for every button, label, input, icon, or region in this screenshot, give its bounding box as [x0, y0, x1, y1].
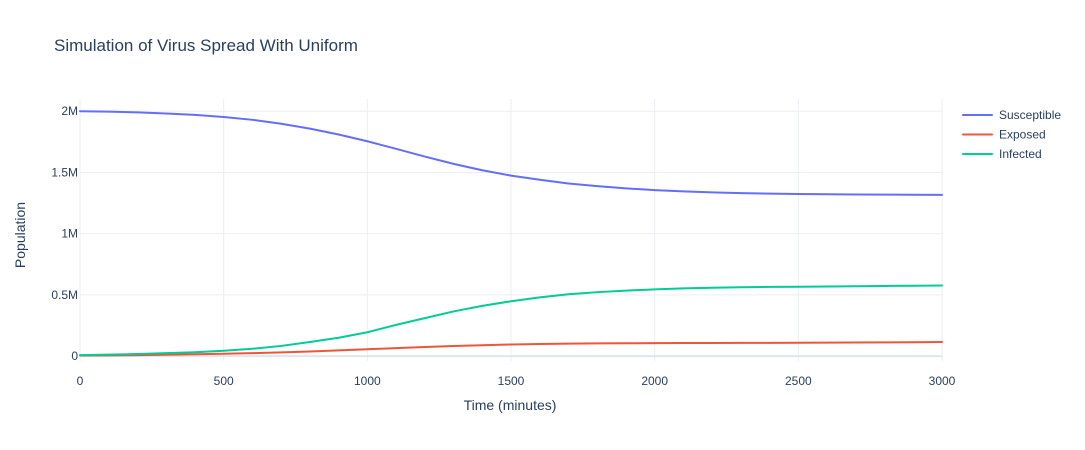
x-tick-label-5: 2500	[785, 374, 812, 388]
legend-item-susceptible[interactable]: Susceptible	[962, 108, 1061, 122]
series-line-susceptible[interactable]	[79, 110, 943, 196]
legend-label-infected: Infected	[999, 147, 1042, 161]
legend-item-exposed[interactable]: Exposed	[962, 128, 1046, 142]
series-layer	[79, 110, 943, 357]
x-tick-label-1: 500	[214, 374, 234, 388]
y-axis-title: Population	[12, 202, 28, 268]
y-tick-labels: 0 0.5M 1M 1.5M 2M	[51, 104, 78, 363]
x-tick-label-2: 1000	[354, 374, 381, 388]
x-tick-label-6: 3000	[929, 374, 956, 388]
y-tick-label-3: 1.5M	[51, 165, 78, 179]
y-tick-label-4: 2M	[61, 104, 78, 118]
y-tick-label-0: 0	[71, 349, 78, 363]
legend-label-exposed: Exposed	[999, 128, 1046, 142]
grid-layer	[79, 99, 943, 361]
x-tick-label-0: 0	[77, 374, 84, 388]
chart-title: Simulation of Virus Spread With Uniform	[54, 36, 358, 55]
x-tick-label-4: 2000	[641, 374, 668, 388]
x-axis-title: Time (minutes)	[464, 397, 557, 413]
x-tick-label-3: 1500	[498, 374, 525, 388]
x-tick-labels: 0 500 1000 1500 2000 2500 3000	[77, 374, 956, 388]
y-tick-label-1: 0.5M	[51, 288, 78, 302]
series-line-infected[interactable]	[79, 284, 943, 357]
legend-label-susceptible: Susceptible	[999, 108, 1061, 122]
y-tick-label-2: 1M	[61, 227, 78, 241]
legend[interactable]: Susceptible Exposed Infected	[962, 108, 1061, 161]
series-line-exposed[interactable]	[79, 341, 943, 357]
legend-item-infected[interactable]: Infected	[962, 147, 1042, 161]
